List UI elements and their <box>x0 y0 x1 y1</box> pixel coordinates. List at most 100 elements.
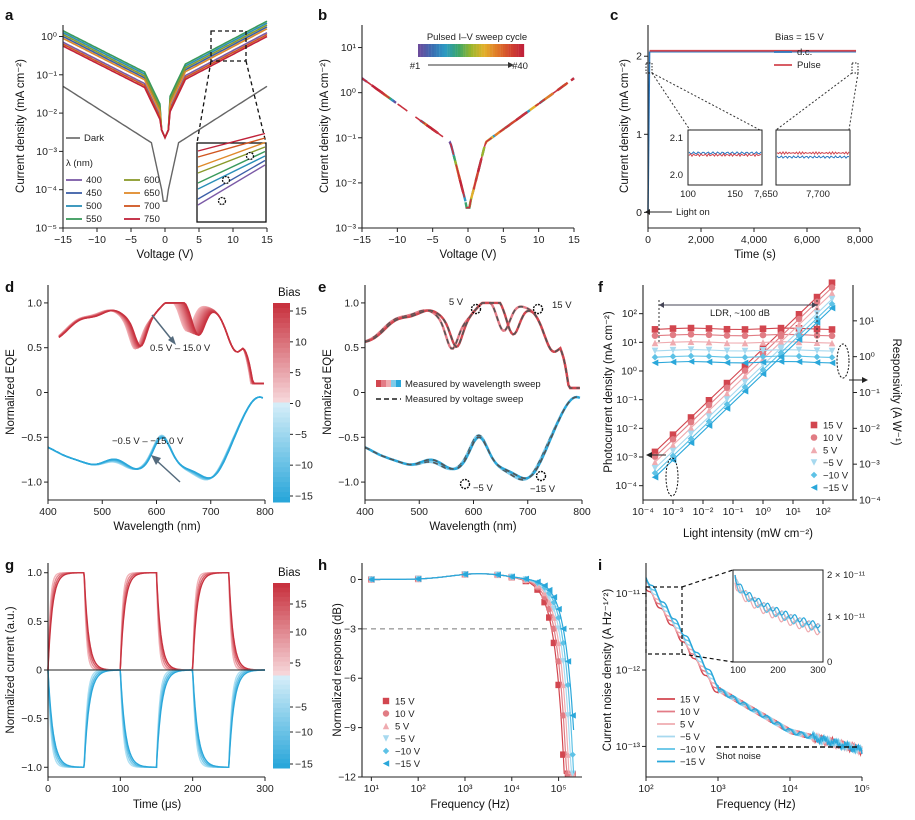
y-axis-label: Current density (mA cm⁻²) <box>319 59 331 193</box>
photocurrent-point <box>705 401 713 409</box>
series-dark <box>62 85 268 202</box>
responsivity-point <box>741 354 749 361</box>
colorbar-tick-label: 0 <box>295 398 301 410</box>
colorbar-cell <box>471 44 474 57</box>
eqe-positive-bias-curve <box>58 302 264 385</box>
photocurrent-point <box>651 448 659 456</box>
legend-label: Measured by wavelength sweep <box>405 379 541 390</box>
colorbar-cell <box>273 392 290 399</box>
colorbar-cell <box>273 357 290 364</box>
x-tick-label: 10⁻³ <box>663 506 684 518</box>
y-tick-label: 10⁻¹¹ <box>616 588 641 600</box>
colorbar-cell <box>273 447 290 453</box>
x-tick-label: 10² <box>815 506 831 518</box>
responsivity-point <box>741 332 749 340</box>
x-tick-label: −15 <box>54 234 72 246</box>
arrow-line <box>151 314 173 341</box>
legend-label: Measured by voltage sweep <box>405 394 523 405</box>
colorbar-cell <box>273 726 290 732</box>
inset-series-pulse <box>688 152 762 158</box>
x-axis-label: Voltage (V) <box>137 249 194 261</box>
y-tick-label: 10⁻¹ <box>36 69 57 81</box>
colorbar-tick-label: −10 <box>295 727 313 739</box>
response-point <box>368 576 375 583</box>
inset-y-label: 0 <box>827 657 832 668</box>
legend-marker <box>810 484 818 491</box>
response-point <box>560 751 567 758</box>
colorbar-cell <box>510 44 514 57</box>
legend-marker <box>810 459 818 466</box>
photocurrent-point <box>687 430 695 438</box>
y-tick-label: 10⁰ <box>621 366 638 378</box>
colorbar-cell <box>273 422 290 428</box>
colorbar-cell <box>273 472 290 478</box>
response-point <box>546 614 553 621</box>
panel-f: 10⁻⁴ 10⁻³ 10⁻² 10⁻¹ 10⁰ 10¹ 10² 10⁻⁴ 10⁻³ 10⁻² 10⁻… <box>603 279 902 540</box>
zoom-line <box>196 60 212 144</box>
legend-label: 450 <box>86 188 102 199</box>
legend-label: −15 V <box>680 757 706 768</box>
group-ellipse <box>665 457 679 497</box>
x-tick-label: 10¹ <box>364 783 380 795</box>
y-tick-label: −9 <box>344 722 356 734</box>
inset-y-label: 2.0 <box>670 170 683 181</box>
x-tick-label: 10⁰ <box>755 506 772 518</box>
photocurrent-point <box>777 349 785 356</box>
responsivity-point <box>759 347 767 354</box>
arrow-head <box>151 455 161 465</box>
inset-line <box>197 159 266 200</box>
y2-tick-label: 10⁻³ <box>859 459 880 471</box>
colorbar-cell <box>449 44 453 57</box>
zoom-box <box>645 62 653 74</box>
zoom-line <box>681 569 734 588</box>
legend-label: 750 <box>144 214 160 225</box>
colorbar-cell <box>273 633 290 639</box>
photocurrent-point <box>723 390 731 397</box>
zoom-box <box>645 586 683 655</box>
responsivity-point <box>687 324 695 332</box>
inset-x-label: 7,650 <box>754 189 778 200</box>
responsivity-point <box>705 331 713 339</box>
panel-b: −15 −10 −5 0 5 10 15 10⁻³ 10⁻² 10⁻¹ 10⁰ 10¹ Voltage … <box>319 25 580 261</box>
x-tick-label: 0 <box>162 234 168 246</box>
panel-label-b: b <box>318 7 327 24</box>
y2-axis-label: Responsivity (A W⁻¹) <box>890 338 902 445</box>
y-tick-label: 0.5 <box>27 342 42 354</box>
panel-label-d: d <box>5 279 14 296</box>
photocurrent-point <box>669 431 677 438</box>
colorbar-cell <box>423 44 427 57</box>
y2-tick-label: 10⁻² <box>859 423 880 435</box>
legend-label: 5 V <box>395 722 410 733</box>
colorbar-cell <box>478 44 482 57</box>
x-tick-label: 700 <box>519 506 537 518</box>
x-tick-label: 10³ <box>457 783 473 795</box>
x-tick-label: 10⁻⁴ <box>632 506 654 518</box>
zoom-line <box>651 72 761 131</box>
response-point <box>555 605 562 613</box>
inset-x-label: 100 <box>730 665 746 676</box>
y-tick-label: 10⁻³ <box>36 146 57 158</box>
response-point <box>546 586 553 594</box>
photocurrent-point <box>741 383 749 391</box>
response-point <box>564 681 572 689</box>
marker-circle <box>470 303 482 315</box>
y-tick-label: 10¹ <box>341 42 357 54</box>
photocurrent-point <box>723 379 731 387</box>
inset-noise-curve <box>734 575 821 629</box>
response-point <box>550 614 558 621</box>
arrow-head <box>645 209 650 215</box>
y-tick-label: 0 <box>350 574 356 586</box>
colorbar-label: Bias <box>278 287 301 299</box>
panel-label-e: e <box>318 279 326 296</box>
colorbar-cell <box>505 44 509 57</box>
marker-circle <box>245 151 255 161</box>
x-tick-label: 5 <box>500 234 506 246</box>
responsivity-point <box>741 347 749 355</box>
response-point <box>414 575 422 583</box>
inset-y-label: 1 × 10⁻¹¹ <box>827 612 865 623</box>
colorbar-cell <box>273 624 290 630</box>
colorbar-cell <box>273 442 290 448</box>
responsivity-point <box>813 359 821 366</box>
legend-marker <box>810 434 818 441</box>
